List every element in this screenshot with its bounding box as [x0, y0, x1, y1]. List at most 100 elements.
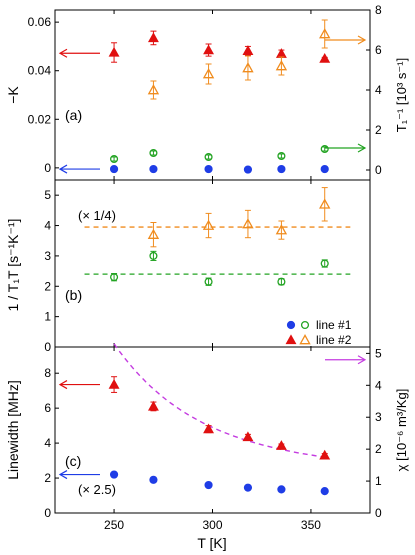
data-point-T1_line1	[204, 152, 213, 162]
data-point-K_line1	[277, 164, 286, 174]
panel-a-ylabel-right: T₁⁻¹ [10³ s⁻¹]	[394, 58, 409, 132]
panel-a-frame	[54, 9, 371, 181]
panel-b-ylabel-left: 1 / T₁T [s⁻¹K⁻¹]	[5, 219, 21, 312]
axis-arrow-orange	[325, 35, 367, 45]
data-point-T1T_line2	[242, 218, 254, 229]
panel-b-label: (b)	[65, 287, 82, 303]
axis-arrow-green	[325, 143, 367, 153]
y-tick-label-right: 2	[375, 442, 382, 456]
y-tick-label-right: 3	[375, 410, 382, 424]
axis-arrow-green-head	[357, 143, 367, 153]
data-point-K_line2	[203, 44, 215, 55]
axis-arrow-red	[58, 380, 100, 390]
axis-arrow-blue-head	[58, 470, 68, 480]
y-tick-label-right: 6	[375, 43, 382, 57]
y-tick-label-right: 4	[375, 83, 382, 97]
data-point-LW_line1	[149, 475, 158, 484]
data-point-K_line1	[109, 164, 119, 174]
data-point-T1_line2	[319, 28, 331, 39]
axis-arrow-magenta-head	[357, 355, 367, 365]
data-point-T1T_line1	[320, 259, 329, 268]
data-point-K_line2	[108, 46, 120, 57]
data-point-T1_line1	[320, 144, 329, 154]
data-point-T1T_line2	[147, 228, 160, 239]
legend-marker	[285, 334, 297, 345]
y-tick-label-right: 5	[375, 346, 382, 360]
data-point-T1_line1	[149, 148, 158, 158]
data-point-LW_line2	[242, 431, 254, 442]
axis-arrow-blue	[58, 470, 100, 480]
data-point-T1T_line1	[110, 273, 119, 282]
y-tick-label-right: 0	[375, 506, 382, 520]
y-tick-label-left: 0	[44, 161, 51, 175]
data-point-K_line1	[149, 164, 158, 174]
data-point-LW_line2	[203, 423, 215, 434]
y-tick-label-right: 8	[375, 3, 382, 17]
data-point-T1T_line2	[319, 198, 331, 209]
data-point-LW_line1	[204, 480, 213, 490]
data-point-K_line1	[243, 165, 253, 174]
data-point-T1T_line1	[204, 277, 213, 286]
axis-arrow-blue-head	[58, 164, 68, 174]
y-tick-label-left: 0.02	[28, 112, 52, 126]
axis-arrow-blue	[58, 164, 100, 174]
data-point-T1_line2	[275, 60, 288, 71]
axis-arrow-magenta	[325, 355, 367, 365]
x-tick-label: 300	[202, 518, 222, 532]
axis-arrow-red-head	[58, 48, 68, 58]
panel-c-label: (c)	[65, 453, 81, 469]
y-tick-label-left: 5	[44, 188, 51, 202]
y-tick-label-left: 3	[44, 249, 51, 263]
y-tick-label-right: 4	[375, 378, 382, 392]
data-point-T1T_line2	[202, 219, 215, 230]
y-tick-label-left: 0	[44, 340, 51, 354]
panel-c-ylabel-left: Linewidth [MHz]	[5, 380, 21, 480]
legend-marker	[286, 320, 296, 330]
data-point-T1_line2	[147, 84, 160, 95]
legend-label-line2: line #2	[316, 333, 352, 347]
data-point-T1_line2	[242, 62, 254, 73]
axis-arrow-red-head	[58, 380, 68, 390]
y-tick-label-right: 1	[375, 474, 382, 488]
data-point-K_line2	[147, 32, 159, 43]
panel-c: (c) (× 2.5) Linewidth [MHz] χ [10⁻⁶ m³/K…	[5, 343, 409, 551]
panel-b-marks: 0 1 2 3 4 5	[44, 180, 351, 354]
data-point-LW_line2	[108, 378, 120, 389]
panel-a-label: (a)	[65, 107, 82, 123]
legend: line #1 line #2	[282, 316, 368, 347]
panel-b-annotation: (× 1/4)	[78, 208, 116, 223]
panel-a-ylabel-left: −K	[5, 86, 21, 104]
data-point-K_line2	[242, 45, 254, 55]
data-point-T1_line1	[277, 151, 286, 161]
y-tick-label-left: 0	[44, 506, 51, 520]
legend-label-line1: line #1	[316, 318, 352, 332]
panel-c-ylabel-right: χ [10⁻⁶ m³/Kg]	[394, 389, 409, 472]
data-point-LW_line1	[109, 470, 119, 479]
y-tick-label-left: 2	[44, 471, 51, 485]
x-tick-label: 350	[301, 518, 321, 532]
y-tick-label-left: 8	[44, 366, 51, 380]
data-point-T1_line1	[110, 154, 119, 164]
data-point-LW_line2	[147, 400, 159, 411]
data-point-LW_line2	[319, 449, 331, 460]
data-point-LW_line1	[320, 487, 329, 496]
data-point-T1_line2	[202, 68, 215, 79]
legend-marker	[299, 334, 311, 345]
y-tick-label-left: 6	[44, 401, 51, 415]
susceptibility-curve	[113, 343, 325, 458]
data-point-K_line1	[204, 164, 213, 174]
y-tick-label-left: 4	[44, 436, 51, 450]
data-point-K_line1	[320, 164, 329, 174]
axis-arrow-red	[58, 48, 100, 58]
y-tick-label-left: 2	[44, 279, 51, 293]
data-point-LW_line2	[275, 440, 287, 450]
y-tick-label-left: 0.06	[28, 15, 52, 29]
y-tick-label-right: 0	[375, 163, 382, 177]
x-axis-label: T [K]	[197, 535, 226, 551]
panel-a-marks: 0 0.02 0.04 0.06 0 2 4 6 8	[28, 3, 382, 180]
panel-c-marks: 250 300 350 0 2 4 6 8 0 1 2 3 4 5	[44, 343, 382, 532]
data-point-LW_line1	[277, 485, 286, 494]
data-point-T1T_line1	[277, 277, 286, 286]
y-tick-label-left: 4	[44, 219, 51, 233]
